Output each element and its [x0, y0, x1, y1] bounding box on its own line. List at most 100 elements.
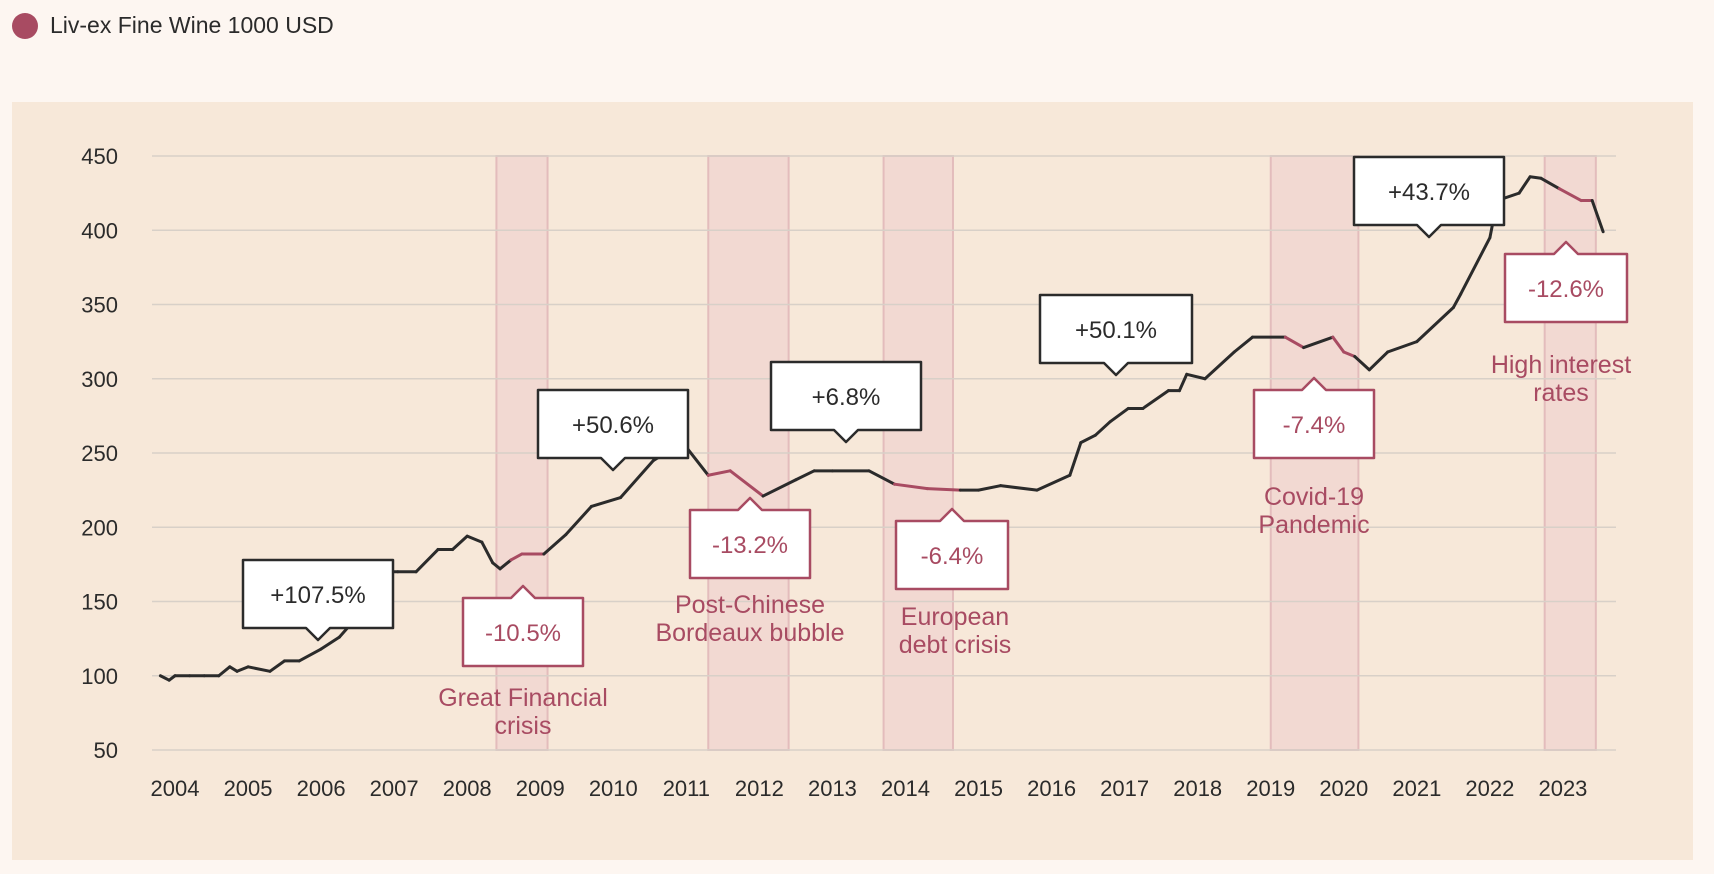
x-tick-2008: 2008	[443, 776, 492, 801]
series-segment-36	[728, 469, 765, 498]
series-segment-47	[1035, 473, 1072, 492]
event-label-3-line-1: European	[901, 603, 1009, 631]
series-segment-64	[1353, 354, 1371, 372]
y-tick-350: 350	[81, 293, 118, 318]
series-segment-46	[998, 484, 1039, 492]
series-segment-53	[1141, 389, 1170, 410]
series-segment-65	[1367, 350, 1390, 372]
series-segment-25	[498, 558, 513, 571]
x-tick-2007: 2007	[370, 776, 419, 801]
y-tick-50: 50	[94, 738, 118, 763]
series-segment-35	[706, 469, 732, 477]
drop-callout-1-box	[461, 584, 585, 668]
series-segment-32	[619, 458, 655, 500]
legend-swatch	[12, 12, 38, 39]
series-segment-24	[491, 561, 502, 571]
series-segment-42	[893, 482, 929, 491]
event-label-1-line-2: crisis	[495, 712, 552, 740]
series-segment-31	[589, 496, 623, 508]
x-tick-2020: 2020	[1319, 776, 1368, 801]
series-segment-13	[319, 635, 341, 651]
series-segment-26	[509, 552, 524, 562]
x-tick-2009: 2009	[516, 776, 565, 801]
gain-callout-3-box	[769, 360, 923, 444]
drop-callout-2-text: -13.2%	[712, 532, 788, 559]
series-segment-77	[1590, 199, 1605, 234]
gain-callout-1-text: +107.5%	[270, 582, 365, 609]
series-segment-60	[1283, 335, 1306, 350]
x-tick-2012: 2012	[735, 776, 784, 801]
event-label-2-line-1: Post-Chinese	[675, 591, 825, 619]
y-tick-300: 300	[81, 367, 118, 392]
series-segment-72	[1517, 175, 1532, 195]
series-segment-23	[480, 540, 495, 565]
event-label-5-line-2: rates	[1533, 379, 1589, 407]
gain-callout-4-box	[1038, 293, 1194, 377]
series-segment-57	[1203, 350, 1236, 381]
event-label-4-line-2: Pandemic	[1258, 511, 1369, 539]
series-segment-30	[564, 504, 593, 537]
series-segment-19	[414, 548, 440, 574]
series-segment-61	[1302, 335, 1335, 350]
series-segment-37	[761, 478, 798, 498]
series-segment-21	[451, 534, 469, 552]
gain-callout-1-box	[241, 558, 395, 642]
series-segment-55	[1177, 372, 1189, 393]
drop-callout-2-box	[688, 496, 812, 580]
gain-callout-2-box	[536, 388, 690, 472]
y-tick-150: 150	[81, 590, 118, 615]
x-tick-2023: 2023	[1538, 776, 1587, 801]
x-tick-2016: 2016	[1027, 776, 1076, 801]
series-segment-22	[465, 534, 484, 544]
y-tick-200: 200	[81, 515, 118, 540]
series-segment-41	[867, 469, 897, 486]
series-segment-68	[1451, 292, 1463, 309]
chart-panel	[12, 102, 1693, 860]
y-tick-100: 100	[81, 664, 118, 689]
event-label-5-line-1: High interest	[1491, 351, 1631, 379]
legend-label: Liv-ex Fine Wine 1000 USD	[50, 12, 334, 38]
series-segment-50	[1093, 420, 1112, 437]
gain-callout-5-text: +43.7%	[1388, 179, 1470, 206]
series-segment-6	[217, 665, 232, 678]
series-segment-51	[1108, 406, 1130, 424]
series-segment-58	[1232, 335, 1254, 354]
series-segment-67	[1415, 305, 1455, 344]
gain-callout-2-text: +50.6%	[572, 412, 654, 439]
y-tick-400: 400	[81, 218, 118, 243]
series-segment-8	[235, 665, 250, 673]
y-tick-450: 450	[81, 144, 118, 169]
drop-callout-4-text: -7.4%	[1283, 412, 1346, 439]
y-tick-250: 250	[81, 441, 118, 466]
drop-callout-1-text: -10.5%	[485, 620, 561, 647]
series-segment-9	[246, 665, 272, 673]
event-label-2-line-2: Bordeaux bubble	[655, 619, 844, 647]
x-tick-2004: 2004	[151, 776, 200, 801]
series-segment-74	[1539, 176, 1561, 191]
series-segment-12	[297, 647, 323, 663]
drop-callout-3-text: -6.4%	[921, 543, 984, 570]
series-segment-62	[1331, 335, 1346, 354]
series-segment-43	[925, 487, 962, 492]
drop-callout-3-box	[894, 507, 1010, 591]
x-tick-2005: 2005	[224, 776, 273, 801]
series-segment-49	[1079, 433, 1097, 445]
series-segment-29	[542, 533, 568, 556]
event-label-3-line-2: debt crisis	[899, 631, 1012, 659]
x-tick-2010: 2010	[589, 776, 638, 801]
x-tick-2015: 2015	[954, 776, 1003, 801]
gain-callout-4-text: +50.1%	[1075, 317, 1157, 344]
series-segment-69	[1459, 236, 1492, 296]
series-segment-45	[977, 484, 1002, 492]
drop-callout-5-text: -12.6%	[1528, 276, 1604, 303]
series-segment-66	[1386, 340, 1419, 354]
drop-callout-5-box	[1503, 240, 1629, 324]
event-label-1-line-1: Great Financial	[438, 684, 608, 712]
series-segment-10	[268, 659, 287, 673]
series-segment-48	[1068, 441, 1083, 477]
x-tick-2018: 2018	[1173, 776, 1222, 801]
x-tick-2021: 2021	[1392, 776, 1441, 801]
x-tick-2013: 2013	[808, 776, 857, 801]
chart-legend: Liv-ex Fine Wine 1000 USD	[12, 12, 334, 39]
